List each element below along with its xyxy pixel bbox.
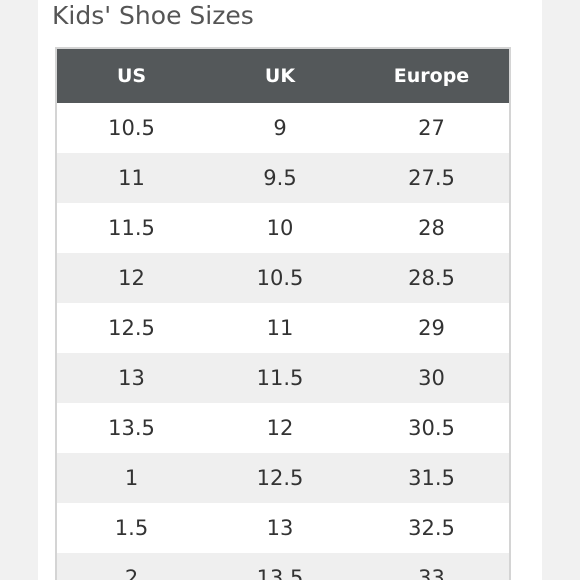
table-cell: 11	[56, 153, 206, 203]
table-cell: 12.5	[206, 453, 354, 503]
table-cell: 13.5	[108, 416, 155, 440]
table-row: 12.5 11 29	[56, 303, 510, 353]
table-cell: 27	[418, 116, 445, 140]
column-header: Europe	[354, 48, 510, 103]
table-cell: 10	[266, 216, 294, 240]
table-cell: 9	[273, 116, 287, 140]
table-cell: 1	[56, 453, 206, 503]
table-cell: 11.5	[108, 216, 155, 240]
column-header: US	[56, 48, 206, 103]
size-table: US UK Europe 10.5 9 27 11 9.5 27.5 11.5 10 28 12 10.…	[55, 47, 511, 580]
table-cell: 28	[418, 216, 445, 240]
table-cell: 10.5	[108, 116, 155, 140]
table-row: 13 11.5 30	[56, 353, 510, 403]
column-header: UK	[206, 48, 354, 103]
panel: Kids' Shoe Sizes US UK Europe 10.5 9 27 11 9.5…	[38, 0, 542, 580]
table-cell: 27.5	[354, 153, 510, 203]
table-cell: 30.5	[408, 416, 455, 440]
table-cell: 9.5	[206, 153, 354, 203]
header-row: US UK Europe	[56, 48, 510, 103]
table-cell: 30	[354, 353, 510, 403]
table-cell: 11	[266, 316, 294, 340]
table-cell: 11.5	[206, 353, 354, 403]
table-cell: 1.5	[114, 516, 149, 540]
table-cell: 33	[354, 553, 510, 580]
table-row: 13.5 12 30.5	[56, 403, 510, 453]
table-cell: 12.5	[108, 316, 155, 340]
table-cell: 12	[266, 416, 294, 440]
table-cell: 31.5	[354, 453, 510, 503]
table-row: 11 9.5 27.5	[56, 153, 510, 203]
table-cell: 12	[56, 253, 206, 303]
table-cell: 32.5	[408, 516, 455, 540]
table-row: 11.5 10 28	[56, 203, 510, 253]
table-cell: 13	[56, 353, 206, 403]
table-cell: 10.5	[206, 253, 354, 303]
page-title: Kids' Shoe Sizes	[52, 1, 254, 30]
table-body: 10.5 9 27 11 9.5 27.5 11.5 10 28 12 10.5 28.5 12.5 11…	[56, 103, 510, 580]
table-row: 2 13.5 33	[56, 553, 510, 580]
table-row: 1 12.5 31.5	[56, 453, 510, 503]
table-row: 1.5 13 32.5	[56, 503, 510, 553]
table-cell: 28.5	[354, 253, 510, 303]
table-cell: 29	[418, 316, 445, 340]
table-row: 12 10.5 28.5	[56, 253, 510, 303]
table-cell: 2	[56, 553, 206, 580]
table-cell: 13.5	[206, 553, 354, 580]
table-row: 10.5 9 27	[56, 103, 510, 153]
table-cell: 13	[266, 516, 294, 540]
